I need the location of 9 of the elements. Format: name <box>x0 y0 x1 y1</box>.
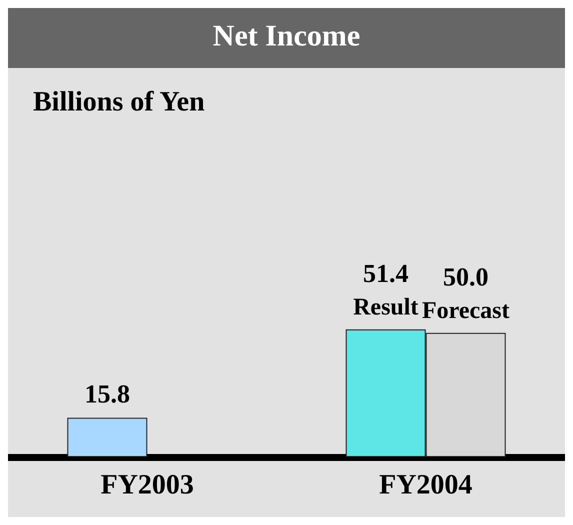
series-label: Forecast <box>422 298 510 324</box>
x-tick-label: FY2003 <box>100 470 194 500</box>
text: Billions of Yen <box>33 86 206 118</box>
data-label: 50.0 <box>443 262 488 292</box>
series-label: Result <box>353 294 418 320</box>
data-label: 51.4 <box>363 258 408 288</box>
x-tick-label: FY2004 <box>379 470 472 500</box>
chart-title: Net Income <box>212 20 360 52</box>
data-label: 15.8 <box>84 379 130 408</box>
